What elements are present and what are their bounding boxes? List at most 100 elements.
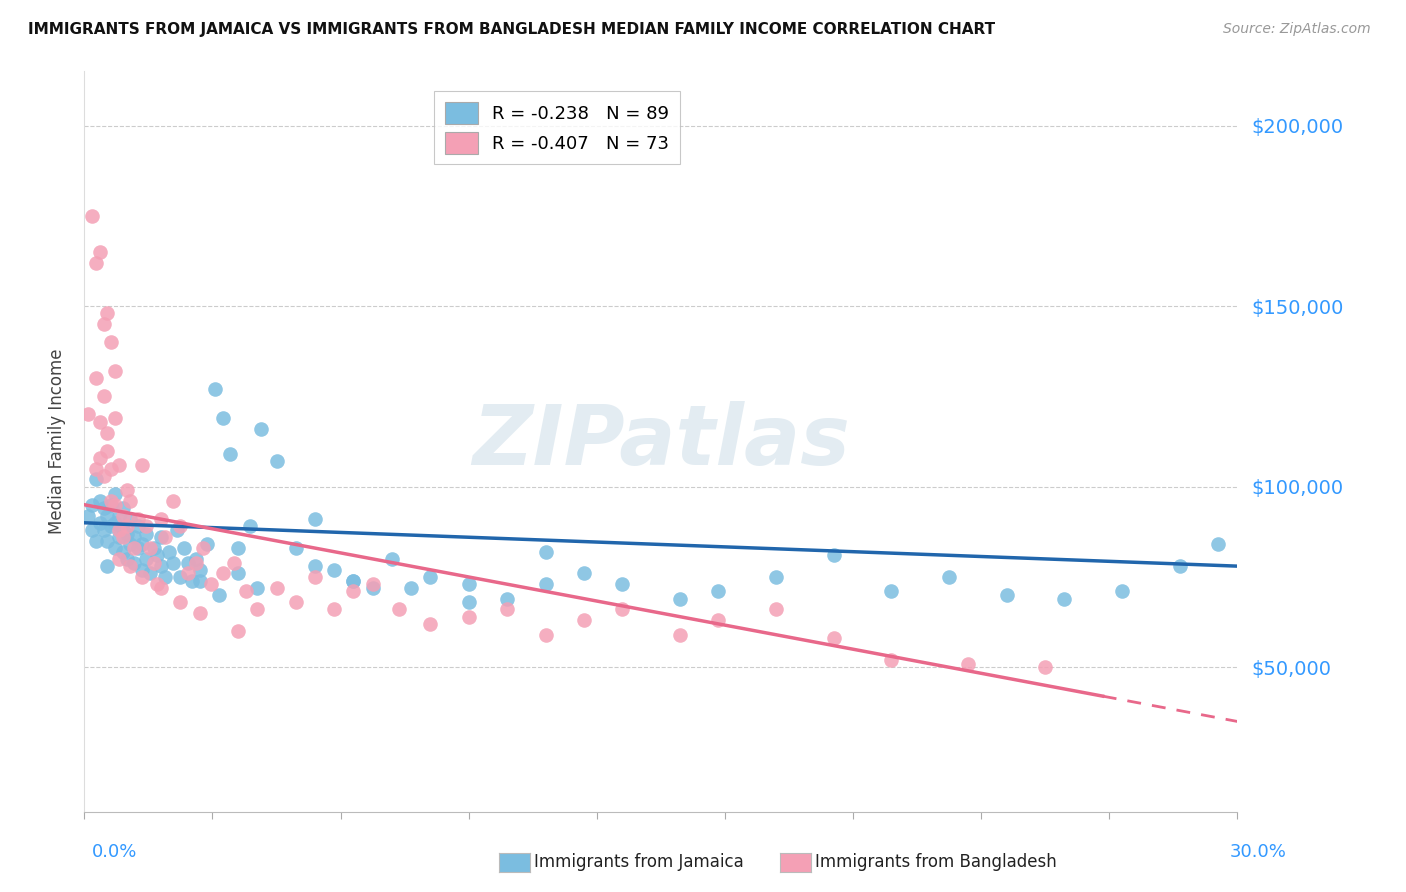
Point bbox=[323, 602, 346, 616]
Point bbox=[1168, 559, 1191, 574]
Point bbox=[96, 533, 118, 548]
Point bbox=[84, 371, 107, 385]
Point bbox=[153, 570, 176, 584]
Point bbox=[100, 498, 122, 512]
Point bbox=[100, 494, 122, 508]
Point bbox=[93, 389, 115, 403]
Point bbox=[135, 519, 157, 533]
Text: IMMIGRANTS FROM JAMAICA VS IMMIGRANTS FROM BANGLADESH MEDIAN FAMILY INCOME CORRE: IMMIGRANTS FROM JAMAICA VS IMMIGRANTS FR… bbox=[28, 22, 995, 37]
Point bbox=[188, 563, 211, 577]
Point bbox=[96, 425, 118, 440]
Point bbox=[127, 541, 149, 555]
Point bbox=[120, 494, 142, 508]
Point bbox=[146, 549, 169, 563]
Point bbox=[142, 556, 165, 570]
Point bbox=[84, 473, 107, 487]
Point bbox=[127, 512, 149, 526]
Point bbox=[80, 209, 103, 223]
Point bbox=[135, 552, 157, 566]
Point bbox=[173, 541, 195, 555]
Point bbox=[1206, 537, 1229, 551]
Point bbox=[765, 602, 787, 616]
Point bbox=[534, 544, 557, 558]
Point bbox=[224, 556, 246, 570]
Point bbox=[104, 516, 127, 530]
Point bbox=[177, 556, 200, 570]
Point bbox=[419, 570, 441, 584]
Point bbox=[707, 584, 730, 599]
Point bbox=[162, 556, 184, 570]
Point bbox=[246, 581, 269, 595]
Legend: R = -0.238   N = 89, R = -0.407   N = 73: R = -0.238 N = 89, R = -0.407 N = 73 bbox=[434, 92, 681, 164]
Point bbox=[193, 541, 215, 555]
Point bbox=[938, 570, 960, 584]
Point bbox=[131, 537, 153, 551]
Point bbox=[150, 581, 173, 595]
Point bbox=[342, 584, 364, 599]
Point bbox=[120, 559, 142, 574]
Point bbox=[572, 613, 595, 627]
Point bbox=[572, 566, 595, 581]
Point bbox=[957, 657, 980, 671]
Point bbox=[93, 468, 115, 483]
Y-axis label: Median Family Income: Median Family Income bbox=[48, 349, 66, 534]
Point bbox=[124, 556, 146, 570]
Point bbox=[669, 591, 692, 606]
Point bbox=[457, 609, 479, 624]
Point bbox=[226, 624, 249, 639]
Point bbox=[108, 530, 131, 544]
Point bbox=[361, 581, 384, 595]
Point bbox=[100, 461, 122, 475]
Point bbox=[108, 523, 131, 537]
Point bbox=[250, 422, 273, 436]
Point bbox=[124, 541, 146, 555]
Point bbox=[108, 458, 131, 472]
Point bbox=[612, 602, 634, 616]
Point bbox=[120, 537, 142, 551]
Point bbox=[89, 244, 111, 259]
Point bbox=[100, 335, 122, 350]
Point bbox=[1111, 584, 1133, 599]
Point bbox=[108, 552, 131, 566]
Point bbox=[323, 563, 346, 577]
Point bbox=[150, 530, 173, 544]
Point bbox=[284, 541, 307, 555]
Point bbox=[177, 566, 200, 581]
Point bbox=[304, 512, 326, 526]
Point bbox=[169, 519, 191, 533]
Point bbox=[162, 494, 184, 508]
Point bbox=[880, 584, 903, 599]
Point bbox=[104, 411, 127, 425]
Point bbox=[200, 577, 222, 591]
Point bbox=[138, 541, 160, 555]
Point bbox=[77, 508, 100, 523]
Point bbox=[1053, 591, 1076, 606]
Point bbox=[304, 570, 326, 584]
Point bbox=[100, 519, 122, 533]
Text: Immigrants from Bangladesh: Immigrants from Bangladesh bbox=[815, 853, 1057, 871]
Point bbox=[995, 588, 1018, 602]
Point bbox=[169, 570, 191, 584]
Point bbox=[235, 584, 257, 599]
Point bbox=[388, 602, 411, 616]
Point bbox=[399, 581, 422, 595]
Point bbox=[84, 533, 107, 548]
Point bbox=[457, 595, 479, 609]
Point bbox=[184, 556, 207, 570]
Point bbox=[138, 566, 160, 581]
Point bbox=[342, 574, 364, 588]
Point bbox=[108, 508, 131, 523]
Point bbox=[111, 544, 134, 558]
Point bbox=[612, 577, 634, 591]
Point bbox=[765, 570, 787, 584]
Point bbox=[127, 519, 149, 533]
Point bbox=[150, 559, 173, 574]
Point bbox=[284, 595, 307, 609]
Text: 30.0%: 30.0% bbox=[1230, 843, 1286, 861]
Point bbox=[169, 595, 191, 609]
Point bbox=[115, 526, 138, 541]
Point bbox=[131, 458, 153, 472]
Point bbox=[150, 512, 173, 526]
Point bbox=[115, 552, 138, 566]
Point bbox=[115, 519, 138, 533]
